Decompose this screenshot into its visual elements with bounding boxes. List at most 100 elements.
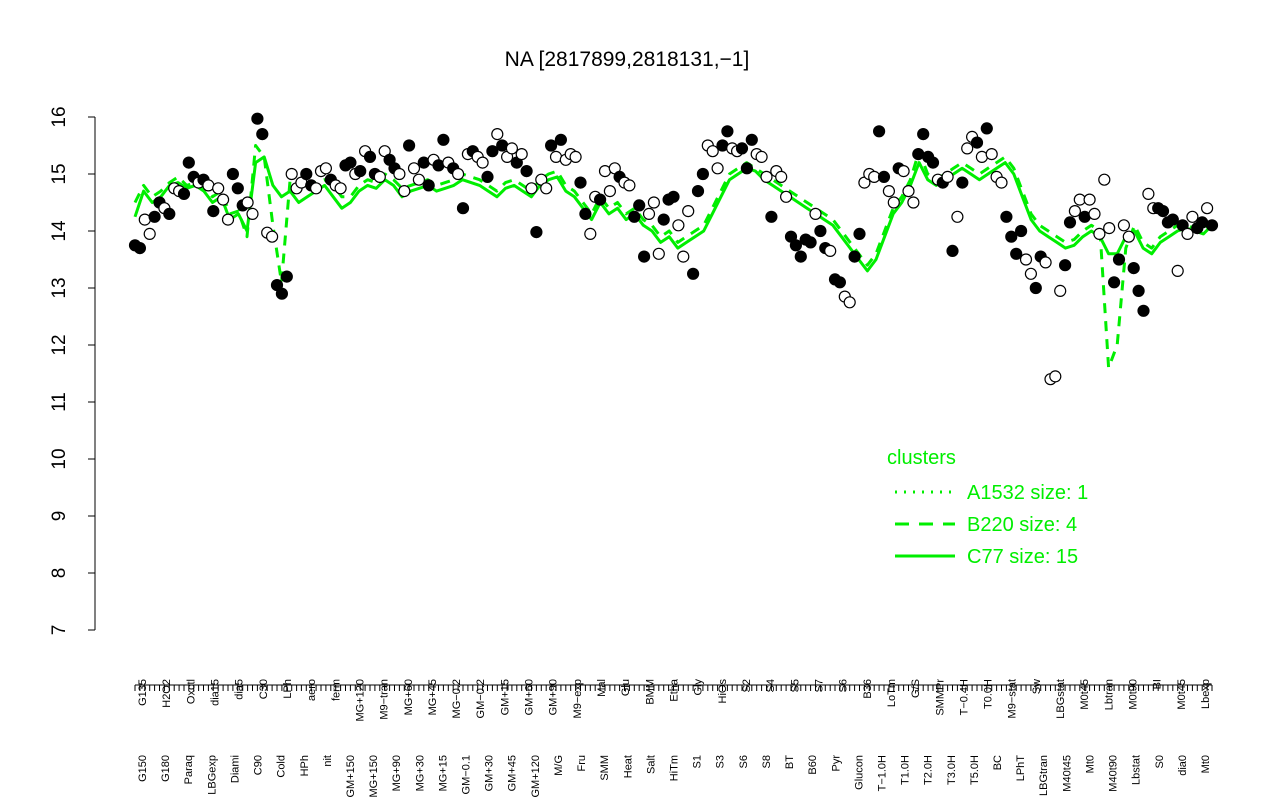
legend-label: B220 size: 4 xyxy=(967,514,1077,536)
data-point xyxy=(256,128,269,141)
x-tick-label-bottom: T5.0H xyxy=(969,755,981,785)
data-point xyxy=(363,150,377,163)
data-point xyxy=(691,185,705,198)
x-tick-label-bottom: MG+90 xyxy=(391,755,403,791)
data-point xyxy=(319,162,332,175)
data-point xyxy=(486,145,499,158)
x-tick-label-top: M9−tran xyxy=(379,679,391,720)
data-point xyxy=(882,185,896,198)
x-tick-label-bottom: Paraq xyxy=(183,755,195,784)
data-point xyxy=(515,148,528,161)
data-point xyxy=(1205,219,1219,232)
x-tick-label-top: LPh xyxy=(282,679,294,699)
data-point xyxy=(1049,370,1062,383)
x-tick-label-bottom: Pyr xyxy=(830,755,842,772)
x-tick-label-top: ferm xyxy=(330,679,342,701)
x-tick-label-top: T−0.4H xyxy=(958,679,970,715)
data-point xyxy=(300,167,313,181)
x-tick-label-bottom: S8 xyxy=(761,755,773,768)
x-tick-label-bottom: G150 xyxy=(137,755,149,782)
x-tick-label-bottom: GM+45 xyxy=(507,755,519,791)
data-point xyxy=(809,207,822,220)
data-point xyxy=(579,207,592,220)
data-point xyxy=(133,242,146,255)
x-tick-label-bottom: GM+120 xyxy=(530,755,542,798)
x-tick-label-top: BI xyxy=(1152,679,1164,689)
data-point xyxy=(412,173,425,186)
data-point xyxy=(1093,227,1106,240)
x-tick-label-top: GM+60 xyxy=(524,679,536,715)
y-tick-label: 9 xyxy=(49,511,70,522)
x-tick-label-top: MG+45 xyxy=(427,679,439,715)
x-tick-label-top: LBGstat xyxy=(1055,679,1067,719)
x-tick-label-top: S2 xyxy=(741,679,753,692)
x-tick-label-bottom: Fru xyxy=(576,755,588,772)
data-point xyxy=(1068,205,1082,218)
x-tick-label-top: MG+60 xyxy=(403,679,415,715)
data-point xyxy=(593,193,607,206)
data-point xyxy=(775,170,788,183)
data-point xyxy=(143,227,156,240)
y-tick-label: 15 xyxy=(49,163,70,184)
data-point xyxy=(970,136,984,149)
data-point xyxy=(1098,173,1111,186)
data-point xyxy=(804,236,817,249)
x-tick-label-top: LoTm xyxy=(886,679,898,707)
data-point xyxy=(755,150,768,163)
data-point xyxy=(647,196,661,209)
x-tick-label-top: C30 xyxy=(258,679,270,699)
data-point xyxy=(1103,222,1116,235)
data-point xyxy=(637,250,651,263)
y-tick-label: 7 xyxy=(49,625,70,636)
x-tick-label-top: M9−exp xyxy=(572,679,584,718)
y-tick-label: 10 xyxy=(49,448,70,469)
x-tick-label-bottom: dia0 xyxy=(1177,755,1189,776)
x-tick-label-top: H2O2 xyxy=(161,679,173,708)
x-tick-label-bottom: M40t90 xyxy=(1108,755,1120,792)
data-point xyxy=(623,179,636,192)
data-point xyxy=(452,167,465,181)
x-tick-label-bottom: T−1.0H xyxy=(877,755,889,791)
x-tick-label-top: MG+120 xyxy=(354,679,366,722)
data-point xyxy=(1142,187,1155,200)
data-point xyxy=(505,142,518,155)
x-tick-label-top: GM+90 xyxy=(548,679,560,715)
data-point xyxy=(212,182,225,195)
data-point xyxy=(706,145,719,158)
x-tick-label-top: Lbtran xyxy=(1103,679,1115,710)
x-tick-label-bottom: HPh xyxy=(299,755,311,776)
cluster-line-b220 xyxy=(133,144,1214,370)
x-tick-label-bottom: GM−0.1 xyxy=(461,755,473,794)
data-point xyxy=(1014,224,1028,238)
x-tick-label-top: BMM xyxy=(644,679,656,705)
data-point xyxy=(1200,202,1214,215)
x-tick-label-bottom: GM+30 xyxy=(484,755,496,791)
y-tick-label: 8 xyxy=(49,568,70,579)
data-point xyxy=(902,185,915,198)
x-tick-label-top: GM+15 xyxy=(499,679,511,715)
data-point xyxy=(853,227,866,240)
x-tick-label-top: dia5 xyxy=(234,679,246,700)
x-tick-label-bottom: B60 xyxy=(807,755,819,775)
data-point xyxy=(280,270,293,283)
data-point xyxy=(569,150,582,163)
data-point xyxy=(1186,210,1199,223)
data-point xyxy=(520,165,533,178)
data-point xyxy=(584,227,597,240)
x-tick-label-top: G135 xyxy=(137,679,149,706)
data-point xyxy=(794,250,807,263)
data-point xyxy=(1005,230,1018,243)
x-tick-label-bottom: T1.0H xyxy=(900,755,912,785)
data-point xyxy=(310,182,323,195)
data-point xyxy=(745,133,758,146)
y-axis: 7 8 9 10 11 12 13 14 15 16 xyxy=(49,106,96,636)
data-point xyxy=(246,207,259,220)
data-point xyxy=(163,207,176,220)
x-tick-label-bottom: S1 xyxy=(692,755,704,768)
data-point xyxy=(961,142,974,155)
x-tick-label-top: MG−0.2 xyxy=(451,679,463,718)
data-point xyxy=(760,170,773,183)
x-tick-label-top: S4 xyxy=(765,679,777,692)
x-tick-label-bottom: Mt0 xyxy=(1200,755,1212,773)
data-point xyxy=(672,219,685,232)
